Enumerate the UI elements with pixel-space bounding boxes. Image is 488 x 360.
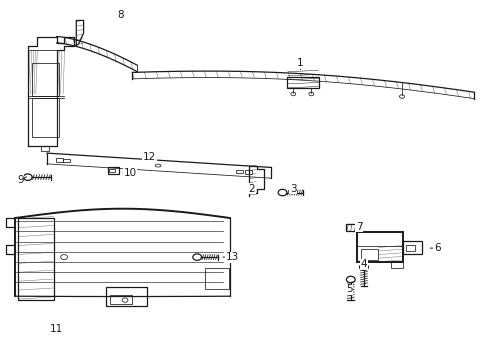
- Text: 3: 3: [289, 184, 296, 194]
- Bar: [205, 268, 228, 289]
- Text: 13: 13: [225, 252, 239, 262]
- Bar: [345, 224, 359, 231]
- Text: 8: 8: [117, 10, 123, 20]
- Bar: [63, 158, 70, 162]
- Text: 12: 12: [142, 152, 156, 162]
- Text: 1: 1: [297, 58, 303, 68]
- Bar: [105, 287, 147, 306]
- Bar: [110, 295, 132, 304]
- Bar: [32, 63, 59, 96]
- Text: 4: 4: [360, 259, 366, 269]
- Text: 7: 7: [355, 222, 362, 231]
- Bar: [56, 158, 62, 162]
- Text: 10: 10: [123, 168, 136, 178]
- Text: 5: 5: [346, 284, 352, 294]
- Text: 9: 9: [17, 175, 23, 185]
- Bar: [244, 170, 251, 174]
- Text: 6: 6: [433, 243, 440, 253]
- Bar: [108, 167, 119, 174]
- Bar: [406, 245, 414, 251]
- Bar: [402, 241, 422, 253]
- Bar: [390, 262, 402, 268]
- Bar: [109, 169, 115, 172]
- Text: 2: 2: [248, 184, 255, 194]
- Text: 11: 11: [50, 324, 63, 334]
- Bar: [360, 249, 377, 260]
- Bar: [356, 232, 402, 262]
- Bar: [287, 77, 319, 88]
- Bar: [236, 170, 243, 173]
- Bar: [32, 98, 59, 137]
- Bar: [18, 218, 54, 300]
